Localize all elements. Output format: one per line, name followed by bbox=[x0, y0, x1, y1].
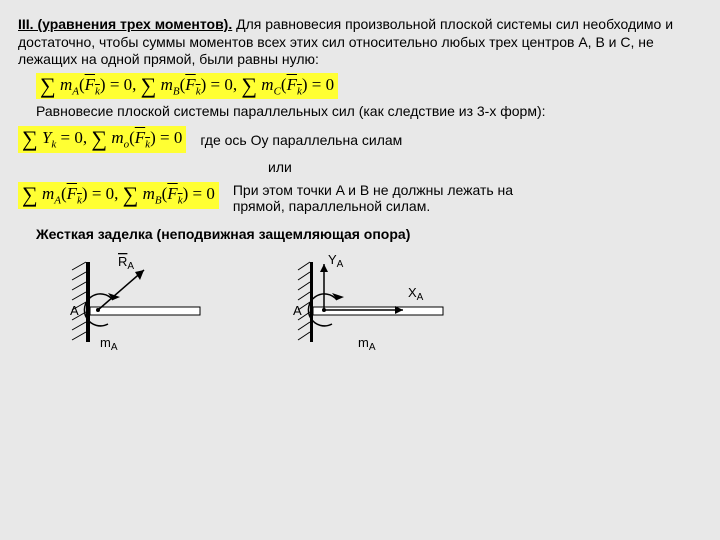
svg-text:mA: mA bbox=[100, 335, 118, 352]
svg-text:A: A bbox=[293, 303, 302, 318]
diagram-left-svg: RA A mA bbox=[58, 252, 208, 352]
eq3-note: При этом точки A и B не должны лежать на… bbox=[233, 182, 553, 214]
diagram-left: RA A mA bbox=[58, 252, 208, 355]
equation-2-row: ∑ Yk = 0, ∑ mo(Fk) = 0 где ось Oy паралл… bbox=[18, 126, 702, 152]
title-paragraph: III. (уравнения трех моментов). Для равн… bbox=[18, 16, 702, 69]
paragraph-parallel: Равновесие плоской системы параллельных … bbox=[36, 103, 702, 121]
diagram-right-svg: YA XA A mA bbox=[268, 252, 468, 352]
section-heading: Жесткая заделка (неподвижная защемляющая… bbox=[36, 226, 702, 244]
svg-text:mA: mA bbox=[358, 335, 376, 352]
svg-text:A: A bbox=[70, 303, 79, 318]
eq2-note: где ось Oy параллельна силам bbox=[200, 132, 402, 148]
title-bold: III. (уравнения трех моментов). bbox=[18, 16, 232, 32]
diagram-right: YA XA A mA bbox=[268, 252, 468, 355]
equation-1: ∑ mA(Fk) = 0, ∑ mB(Fk) = 0, ∑ mC(Fk) = 0 bbox=[36, 73, 702, 99]
diagrams-row: RA A mA bbox=[58, 252, 702, 355]
svg-text:RA: RA bbox=[118, 254, 134, 272]
svg-text:XA: XA bbox=[408, 285, 424, 303]
equation-3: ∑ mA(Fk) = 0, ∑ mB(Fk) = 0 bbox=[18, 182, 219, 208]
svg-text:YA: YA bbox=[328, 252, 344, 270]
or-label: или bbox=[268, 159, 702, 177]
equation-3-row: ∑ mA(Fk) = 0, ∑ mB(Fk) = 0 При этом точк… bbox=[18, 182, 702, 214]
equation-2: ∑ Yk = 0, ∑ mo(Fk) = 0 bbox=[18, 126, 186, 152]
